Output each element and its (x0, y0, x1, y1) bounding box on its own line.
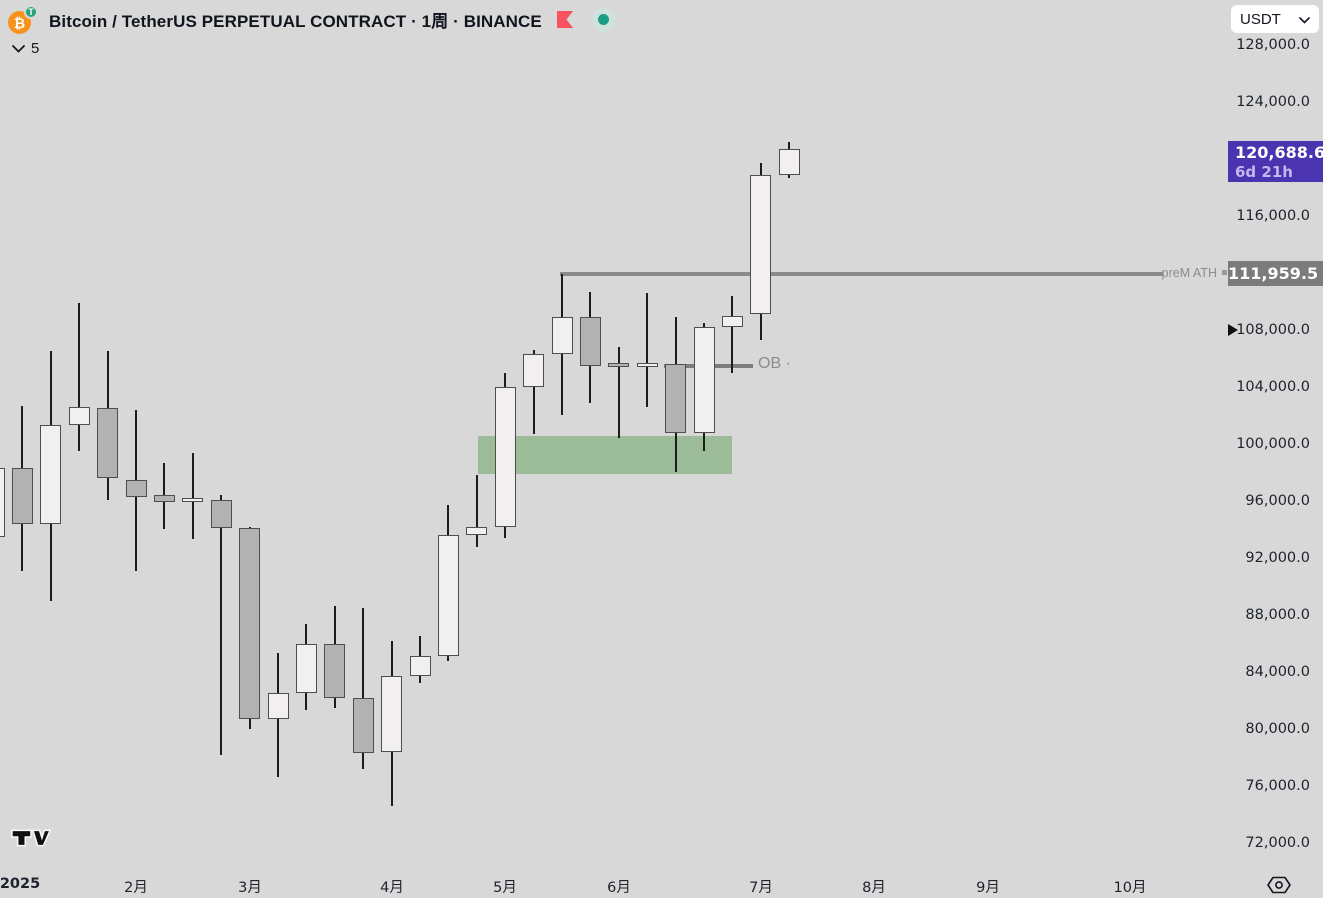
bear-candle-body (324, 643, 346, 698)
price-tick-label: 116,000.0 (1236, 207, 1310, 224)
object-tree-toggle[interactable]: 5 (12, 40, 39, 57)
bull-candle-body (523, 354, 545, 387)
prem-ath-label[interactable]: preM ATH (1162, 266, 1227, 280)
price-arrow-icon (1228, 324, 1238, 336)
label-marker-square (1222, 270, 1227, 276)
candle-wick (220, 495, 223, 755)
candle-wick (475, 475, 478, 547)
bull-candle-body (409, 656, 431, 677)
bear-candle-body (210, 499, 232, 529)
bull-candle-body (721, 315, 743, 328)
currency-button[interactable]: USDT (1231, 5, 1319, 33)
bull-candle-body (778, 149, 800, 175)
time-tick-label: 8月 (862, 880, 886, 896)
bar-countdown: 6d 21h (1235, 163, 1293, 182)
bull-candle-body (381, 676, 403, 752)
bear-candle-body (11, 468, 33, 524)
bull-candle-body (551, 317, 573, 355)
bull-candle-body (267, 693, 289, 720)
bull-candle-body (182, 498, 204, 503)
ob-label[interactable]: OB · (758, 354, 791, 372)
bull-candle-body (68, 406, 90, 426)
bear-candle-body (608, 362, 630, 368)
currency-label: USDT (1240, 10, 1281, 28)
flag-icon[interactable] (556, 10, 574, 29)
bull-candle-body (295, 643, 317, 694)
price-tick-label: 96,000.0 (1245, 492, 1310, 509)
time-tick-label: 7月 (749, 880, 773, 896)
bull-candle-body (750, 174, 772, 315)
last-price-value: 120,688.6 (1235, 143, 1323, 163)
object-tree-count: 5 (31, 40, 40, 57)
bull-candle-body (437, 535, 459, 657)
bull-candle-body (466, 526, 488, 536)
price-tick-label: 124,000.0 (1236, 93, 1310, 110)
bear-candle-body (665, 364, 687, 433)
symbol-legend: ₿ T Bitcoin / TetherUS PERPETUAL CONTRAC… (8, 5, 616, 34)
time-tick-label: 3月 (238, 880, 262, 896)
price-tick-label: 72,000.0 (1245, 834, 1310, 851)
price-tick-label: 88,000.0 (1245, 606, 1310, 623)
candle-wick (362, 607, 365, 769)
candle-wick (191, 452, 194, 540)
bull-candle-body (40, 425, 62, 524)
time-tick-label: 4月 (380, 880, 404, 896)
price-tick-label: 104,000.0 (1236, 378, 1310, 395)
tether-logo-icon: T (24, 5, 38, 19)
price-tick-label: 108,000.0 (1236, 321, 1310, 338)
bitcoin-tether-pair-icon: ₿ T (8, 5, 40, 34)
demand-zone[interactable] (478, 436, 732, 474)
price-tick-label: 92,000.0 (1245, 549, 1310, 566)
bear-candle-body (153, 495, 175, 503)
time-tick-label: 10月 (1113, 880, 1147, 896)
prem-ath-line[interactable] (560, 271, 1163, 276)
price-tick-label: 80,000.0 (1245, 720, 1310, 737)
candle-wick (646, 292, 649, 407)
bear-candle-body (579, 317, 601, 366)
time-tick-label: 5月 (493, 880, 517, 896)
bear-candle-body (239, 528, 261, 719)
bear-candle-body (97, 408, 119, 479)
time-tick-label: 6月 (607, 880, 631, 896)
price-tick-label: 76,000.0 (1245, 777, 1310, 794)
level-price-badge: 111,959.5 (1228, 261, 1323, 287)
chevron-down-icon (12, 40, 25, 57)
price-tick-label: 128,000.0 (1236, 36, 1310, 53)
candle-wick (617, 347, 620, 439)
chevron-down-icon (1299, 11, 1310, 28)
time-tick-label: 9月 (976, 880, 1000, 896)
last-price-badge: 120,688.6 6d 21h (1228, 141, 1323, 183)
symbol-title[interactable]: Bitcoin / TetherUS PERPETUAL CONTRACT · … (49, 12, 542, 31)
bull-candle-body (693, 327, 715, 433)
time-tick-label: 2月 (124, 880, 148, 896)
tradingview-logo-icon[interactable] (11, 825, 52, 856)
bear-candle-body (352, 697, 374, 754)
candle-wick (731, 295, 734, 373)
bear-candle-body (125, 479, 147, 497)
price-tick-label: 100,000.0 (1236, 435, 1310, 452)
candle-wick (532, 349, 535, 434)
price-tick-label: 84,000.0 (1245, 663, 1310, 680)
time-tick-label: 2025 (0, 876, 41, 892)
settings-icon[interactable] (1266, 876, 1292, 898)
candle-wick (78, 302, 81, 452)
market-status-dot-icon[interactable] (590, 7, 616, 32)
bull-candle-body (636, 362, 658, 368)
bull-candle-body (494, 387, 516, 527)
bull-candle-body (0, 468, 5, 537)
